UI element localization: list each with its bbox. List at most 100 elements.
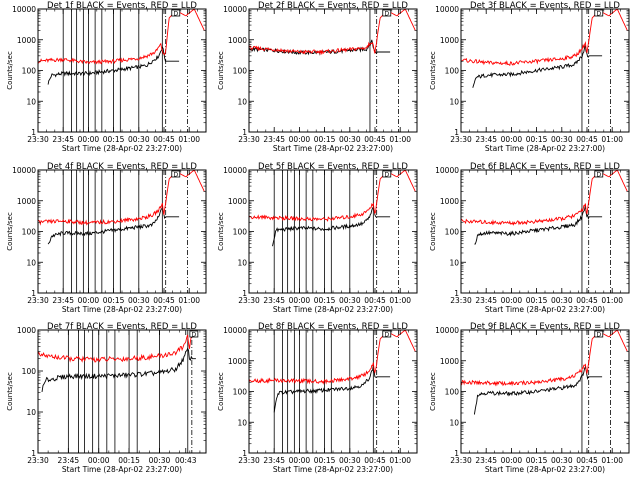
y-tick-label: 10000 [223,166,247,175]
chart-title: Det 9f BLACK = Events, RED = LLD [470,322,620,332]
chart-title: Det 1f BLACK = Events, RED = LLD [47,1,197,11]
x-tick-label: 23:30 [27,456,49,465]
y-axis-label: Counts/sec [429,51,437,90]
y-tick-label: 10 [26,258,36,267]
chart-title: Det 8f BLACK = Events, RED = LLD [258,322,408,332]
x-tick-label: 23:30 [450,456,472,465]
x-tick-label: 23:30 [27,135,49,144]
y-tick-label: 10 [449,97,459,106]
x-tick-label: 00:43 [175,456,197,465]
x-tick-label: 00:45 [153,296,175,305]
x-tick-label: 00:30 [149,456,171,465]
y-tick-label: 100 [233,67,248,76]
x-tick-label: 23:30 [450,296,472,305]
marker-box [594,9,604,17]
x-tick-label: 00:30 [339,296,361,305]
chart-panel: Det 8f BLACK = Events, RED = LLD 1 10 100 10… [217,322,418,474]
x-tick-label: 00:15 [103,296,125,305]
marker-box [189,330,199,338]
x-tick-label: 00:00 [88,456,110,465]
lld-series-line [460,169,628,226]
x-tick-label: 01:00 [178,296,200,305]
x-tick-label: 00:00 [289,296,311,305]
y-tick-label: 10 [449,258,459,267]
chart-title: Det 2f BLACK = Events, RED = LLD [258,1,408,11]
chart-panel: Det 7f BLACK = Events, RED = LLD 1 10 100 10… [6,322,207,474]
y-tick-label: 10000 [223,5,247,14]
y-tick-label: 1000 [228,197,247,206]
marker-label: D [596,11,601,18]
x-tick-label: 00:00 [289,456,311,465]
x-tick-label: 00:45 [576,296,598,305]
x-tick-label: 23:45 [475,456,497,465]
chart-title: Det 3f BLACK = Events, RED = LLD [470,1,620,11]
x-tick-label: 00:15 [314,135,336,144]
x-tick-label: 00:30 [128,135,150,144]
y-tick-label: 10 [26,97,36,106]
events-series-line [47,207,180,245]
x-axis-label: Start Time (28-Apr-02 23:27:00) [485,144,605,153]
x-tick-label: 23:30 [27,296,49,305]
y-tick-label: 1 [31,128,36,137]
events-series-line [472,45,603,88]
y-tick-label: 1000 [228,36,247,45]
x-axis-label: Start Time (28-Apr-02 23:27:00) [62,305,182,314]
y-axis-label: Counts/sec [217,212,225,251]
x-tick-label: 01:00 [601,135,623,144]
x-tick-label: 23:30 [238,135,260,144]
x-tick-label: 00:30 [339,135,361,144]
x-tick-label: 23:45 [475,296,497,305]
y-tick-label: 10 [237,97,247,106]
chart-title: Det 4f BLACK = Events, RED = LLD [47,162,197,172]
y-tick-label: 1 [454,449,459,458]
chart-panel: Det 2f BLACK = Events, RED = LLD 1 10 100 10… [217,1,418,153]
y-tick-label: 100 [22,67,37,76]
plot-frame [37,329,207,454]
y-axis-label: Counts/sec [6,51,14,90]
chart-title: Det 5f BLACK = Events, RED = LLD [258,162,408,172]
y-tick-label: 100 [445,388,460,397]
y-tick-label: 10 [237,258,247,267]
x-tick-label: 00:00 [78,135,100,144]
lld-series-line [460,329,628,387]
x-tick-label: 00:30 [339,456,361,465]
x-tick-label: 00:30 [128,296,150,305]
y-tick-label: 10000 [435,326,459,335]
y-tick-label: 1000 [440,197,459,206]
x-tick-label: 01:00 [389,456,411,465]
x-tick-label: 00:15 [314,456,336,465]
x-tick-label: 00:45 [364,296,386,305]
marker-box [594,330,604,338]
marker-box [171,170,181,178]
y-tick-label: 1000 [440,357,459,366]
x-tick-label: 00:45 [576,135,598,144]
lld-series-line [460,8,628,66]
x-tick-label: 00:45 [576,456,598,465]
chart-panel: Det 3f BLACK = Events, RED = LLD 1 10 100 10… [429,1,630,153]
y-axis-label: Counts/sec [217,372,225,411]
y-tick-label: 1 [454,128,459,137]
y-tick-label: 1 [31,449,36,458]
y-tick-label: 1000 [228,357,247,366]
y-tick-label: 1000 [17,326,36,335]
x-tick-label: 00:00 [501,296,523,305]
plot-frame [460,8,630,133]
x-axis-label: Start Time (28-Apr-02 23:27:00) [273,144,393,153]
x-tick-label: 23:30 [238,296,260,305]
chart-panel: Det 4f BLACK = Events, RED = LLD 1 10 100 10… [6,162,207,314]
y-tick-label: 10000 [435,5,459,14]
y-tick-label: 10000 [12,5,36,14]
y-tick-label: 10000 [435,166,459,175]
x-tick-label: 00:00 [501,135,523,144]
events-series-line [273,365,391,413]
y-tick-label: 1000 [440,36,459,45]
y-axis-label: Counts/sec [429,212,437,251]
x-tick-label: 00:15 [314,296,336,305]
y-axis-label: Counts/sec [6,212,14,251]
x-tick-label: 23:45 [52,135,74,144]
chart-panel: Det 1f BLACK = Events, RED = LLD 1 10 100 10… [6,1,207,153]
y-tick-label: 100 [22,228,37,237]
marker-label: D [384,11,389,18]
